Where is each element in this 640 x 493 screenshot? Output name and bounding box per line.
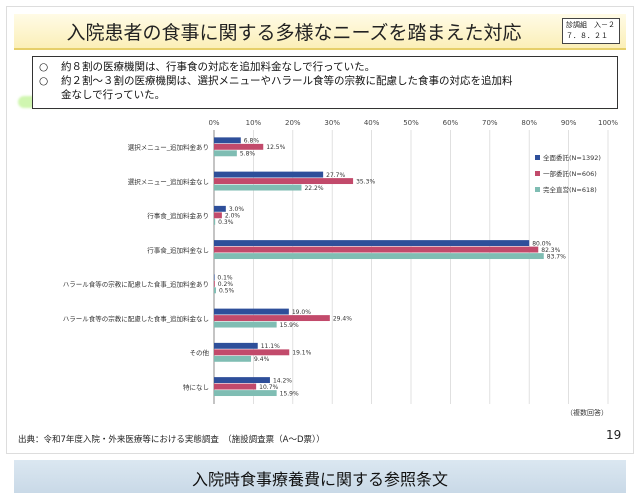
x-tick-label-8: 80% bbox=[521, 119, 537, 127]
bar-2-6 bbox=[214, 355, 252, 362]
slide: 入院患者の食事に関する多様なニーズを踏まえた対応 診調組 入－２ ７．８．２１ … bbox=[6, 6, 634, 454]
x-tick-label-6: 60% bbox=[443, 119, 459, 127]
bar-0-3 bbox=[214, 240, 530, 247]
x-tick-label-1: 10% bbox=[246, 119, 262, 127]
document-id-line1: 診調組 入－２ bbox=[566, 21, 615, 29]
bar-2-2 bbox=[214, 218, 216, 225]
bar-2-1 bbox=[214, 184, 302, 191]
next-slide-title: 入院時食事療養費に関する参照条文 bbox=[191, 470, 448, 489]
x-tick-label-2: 20% bbox=[285, 119, 301, 127]
category-label-2: 行事食_追加料金あり bbox=[147, 211, 209, 220]
data-label-2-6: 9.4% bbox=[254, 356, 270, 363]
data-label-2-7: 15.9% bbox=[280, 390, 299, 397]
legend-label-2: 完全直営(N=618) bbox=[543, 185, 597, 194]
data-label-0-2: 3.0% bbox=[229, 206, 245, 213]
data-label-1-0: 12.5% bbox=[266, 144, 285, 151]
title-band: 入院患者の食事に関する多様なニーズを踏まえた対応 診調組 入－２ ７．８．２１ bbox=[14, 14, 626, 50]
data-label-1-1: 35.3% bbox=[356, 178, 375, 185]
bar-1-6 bbox=[214, 349, 290, 356]
data-label-1-3: 82.3% bbox=[541, 247, 560, 254]
data-label-0-1: 27.7% bbox=[326, 172, 345, 179]
legend-swatch-0 bbox=[535, 155, 540, 160]
bar-1-3 bbox=[214, 246, 539, 253]
page-number: 19 bbox=[606, 428, 622, 442]
data-label-2-5: 15.9% bbox=[280, 322, 299, 329]
document-id-line2: ７．８．２１ bbox=[566, 32, 608, 40]
data-label-1-7: 10.7% bbox=[259, 384, 278, 391]
data-label-1-6: 19.1% bbox=[292, 350, 311, 357]
bar-1-4 bbox=[214, 280, 215, 287]
category-label-6: その他 bbox=[190, 348, 210, 357]
summary-line-3: 金なしで行っていた。 bbox=[39, 88, 611, 102]
category-label-0: 選択メニュー_追加料金あり bbox=[128, 143, 209, 152]
x-tick-label-7: 70% bbox=[482, 119, 498, 127]
category-label-5: ハラール食等の宗教に配慮した食事_追加料金なし bbox=[63, 314, 209, 323]
category-label-4: ハラール食等の宗教に配慮した食事_追加料金あり bbox=[63, 280, 209, 289]
bar-2-7 bbox=[214, 390, 277, 397]
summary-marker-2: ○ bbox=[39, 75, 49, 87]
bar-0-5 bbox=[214, 308, 289, 315]
multiple-answer-note: （複数回答） bbox=[566, 408, 608, 417]
x-tick-label-3: 30% bbox=[324, 119, 340, 127]
legend-label-0: 全面委託(N=1392) bbox=[543, 153, 601, 162]
summary-line-1: ○ 約８割の医療機関は、行事食の対応を追加料金なしで行っていた。 bbox=[39, 60, 611, 74]
data-label-0-3: 80.0% bbox=[532, 240, 551, 247]
summary-text-2: 約２割～３割の医療機関は、選択メニューやハラール食等の宗教に配慮した食事の対応を… bbox=[61, 75, 513, 87]
bar-0-1 bbox=[214, 171, 324, 178]
x-tick-label-0: 0% bbox=[208, 119, 219, 127]
data-label-2-3: 83.7% bbox=[547, 253, 566, 260]
bar-0-4 bbox=[214, 274, 215, 281]
summary-text-3: 金なしで行っていた。 bbox=[61, 89, 166, 101]
data-label-1-2: 2.0% bbox=[225, 213, 241, 220]
bar-0-7 bbox=[214, 377, 270, 384]
category-label-7: 特になし bbox=[183, 382, 209, 391]
summary-box: ○ 約８割の医療機関は、行事食の対応を追加料金なしで行っていた。 ○ 約２割～３割の… bbox=[32, 56, 618, 109]
category-label-3: 行事食_追加料金なし bbox=[147, 245, 209, 254]
bar-0-6 bbox=[214, 342, 258, 349]
data-label-2-4: 0.5% bbox=[219, 288, 235, 295]
x-tick-label-10: 100% bbox=[598, 119, 618, 127]
source-note: 出典：令和7年度入院・外来医療等における実態調査 （施設調査票（A～D票）） bbox=[18, 435, 325, 445]
data-label-1-4: 0.2% bbox=[218, 281, 234, 288]
summary-text-1: 約８割の医療機関は、行事食の対応を追加料金なしで行っていた。 bbox=[61, 61, 376, 73]
data-label-2-1: 22.2% bbox=[304, 185, 323, 192]
data-label-2-0: 5.8% bbox=[240, 151, 256, 158]
legend-swatch-2 bbox=[535, 187, 540, 192]
bar-2-5 bbox=[214, 321, 277, 328]
bar-1-2 bbox=[214, 212, 222, 219]
data-label-2-2: 0.3% bbox=[218, 219, 234, 226]
x-tick-label-4: 40% bbox=[364, 119, 380, 127]
legend-swatch-1 bbox=[535, 171, 540, 176]
data-label-0-4: 0.1% bbox=[217, 275, 233, 282]
bar-chart: 0% 10% 20% 30% 40% 50% 60% 70% 80% 90% 100% 選択メニュー_… bbox=[63, 119, 619, 417]
bar-0-0 bbox=[214, 137, 241, 144]
bar-0-2 bbox=[214, 205, 226, 212]
bar-2-4 bbox=[214, 287, 216, 294]
bar-2-3 bbox=[214, 253, 544, 260]
data-label-0-6: 11.1% bbox=[261, 343, 280, 350]
slide-title: 入院患者の食事に関する多様なニーズを踏まえた対応 bbox=[66, 22, 522, 44]
x-tick-label-5: 50% bbox=[403, 119, 419, 127]
data-label-0-0: 6.8% bbox=[244, 138, 260, 145]
data-label-0-7: 14.2% bbox=[273, 377, 292, 384]
summary-marker-1: ○ bbox=[39, 61, 49, 73]
data-label-0-5: 19.0% bbox=[292, 309, 311, 316]
x-tick-label-9: 90% bbox=[561, 119, 577, 127]
summary-line-2: ○ 約２割～３割の医療機関は、選択メニューやハラール食等の宗教に配慮した食事の対応… bbox=[39, 74, 611, 88]
bar-1-1 bbox=[214, 178, 354, 185]
next-slide-band: 入院時食事療養費に関する参照条文 bbox=[14, 460, 626, 493]
legend-label-1: 一部委託(N=606) bbox=[543, 169, 597, 178]
bar-1-7 bbox=[214, 383, 257, 390]
bar-1-0 bbox=[214, 143, 264, 150]
document-id-box: 診調組 入－２ ７．８．２１ bbox=[562, 18, 620, 44]
bar-1-5 bbox=[214, 315, 330, 322]
bar-2-0 bbox=[214, 150, 237, 157]
category-label-1: 選択メニュー_追加料金なし bbox=[128, 177, 209, 186]
data-label-1-5: 29.4% bbox=[333, 315, 352, 322]
slide-border bbox=[6, 6, 634, 454]
